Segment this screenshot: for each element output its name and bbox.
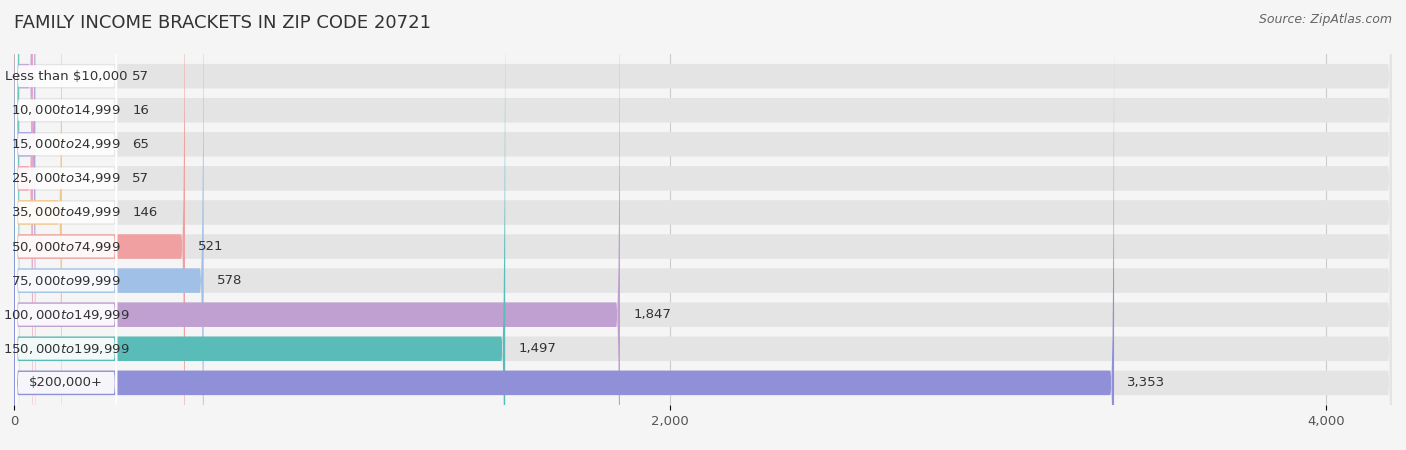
FancyBboxPatch shape xyxy=(14,0,1392,450)
FancyBboxPatch shape xyxy=(14,0,1392,450)
FancyBboxPatch shape xyxy=(15,0,117,406)
Text: 65: 65 xyxy=(132,138,149,151)
Text: 521: 521 xyxy=(198,240,224,253)
Text: 578: 578 xyxy=(217,274,242,287)
Text: 57: 57 xyxy=(132,172,149,185)
Text: $25,000 to $34,999: $25,000 to $34,999 xyxy=(11,171,121,185)
Text: $50,000 to $74,999: $50,000 to $74,999 xyxy=(11,239,121,253)
FancyBboxPatch shape xyxy=(15,0,117,450)
FancyBboxPatch shape xyxy=(14,0,1392,450)
FancyBboxPatch shape xyxy=(14,0,1392,450)
FancyBboxPatch shape xyxy=(14,0,62,450)
Text: 1,497: 1,497 xyxy=(519,342,557,355)
FancyBboxPatch shape xyxy=(15,0,117,450)
FancyBboxPatch shape xyxy=(15,0,117,450)
Text: FAMILY INCOME BRACKETS IN ZIP CODE 20721: FAMILY INCOME BRACKETS IN ZIP CODE 20721 xyxy=(14,14,432,32)
FancyBboxPatch shape xyxy=(14,0,620,450)
FancyBboxPatch shape xyxy=(15,0,117,450)
FancyBboxPatch shape xyxy=(14,0,32,450)
FancyBboxPatch shape xyxy=(14,0,505,450)
Text: $100,000 to $149,999: $100,000 to $149,999 xyxy=(3,308,129,322)
FancyBboxPatch shape xyxy=(14,0,1392,450)
FancyBboxPatch shape xyxy=(15,0,117,440)
Text: $15,000 to $24,999: $15,000 to $24,999 xyxy=(11,137,121,151)
FancyBboxPatch shape xyxy=(14,0,1392,450)
FancyBboxPatch shape xyxy=(14,0,204,450)
Text: 16: 16 xyxy=(132,104,149,117)
Text: $200,000+: $200,000+ xyxy=(30,376,103,389)
FancyBboxPatch shape xyxy=(14,0,1392,450)
FancyBboxPatch shape xyxy=(15,53,117,450)
Text: 3,353: 3,353 xyxy=(1128,376,1166,389)
FancyBboxPatch shape xyxy=(14,0,186,450)
FancyBboxPatch shape xyxy=(14,0,1392,450)
Text: Less than $10,000: Less than $10,000 xyxy=(6,70,128,83)
FancyBboxPatch shape xyxy=(14,0,1114,450)
FancyBboxPatch shape xyxy=(14,0,32,450)
FancyBboxPatch shape xyxy=(15,0,117,450)
FancyBboxPatch shape xyxy=(14,0,1392,450)
Text: $10,000 to $14,999: $10,000 to $14,999 xyxy=(11,103,121,117)
FancyBboxPatch shape xyxy=(15,19,117,450)
Text: 57: 57 xyxy=(132,70,149,83)
Text: $150,000 to $199,999: $150,000 to $199,999 xyxy=(3,342,129,356)
FancyBboxPatch shape xyxy=(14,0,20,450)
Text: $35,000 to $49,999: $35,000 to $49,999 xyxy=(11,206,121,220)
FancyBboxPatch shape xyxy=(14,0,35,450)
Text: $75,000 to $99,999: $75,000 to $99,999 xyxy=(11,274,121,288)
Text: Source: ZipAtlas.com: Source: ZipAtlas.com xyxy=(1258,14,1392,27)
Text: 1,847: 1,847 xyxy=(633,308,671,321)
Text: 146: 146 xyxy=(132,206,157,219)
FancyBboxPatch shape xyxy=(15,0,117,450)
FancyBboxPatch shape xyxy=(14,0,1392,450)
